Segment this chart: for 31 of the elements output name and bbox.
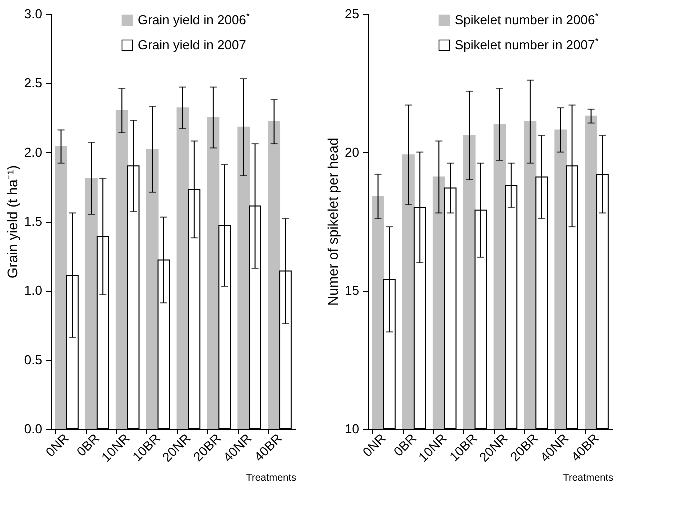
bar: [55, 146, 68, 430]
y-tick-label: 15: [345, 283, 360, 298]
legend-label: Grain yield in 2007: [138, 38, 246, 52]
bar: [116, 110, 128, 430]
x-axis-title: Treatments: [246, 472, 296, 484]
y-tick-label: 1.5: [24, 214, 42, 229]
y-tick-label: 0.0: [24, 422, 42, 436]
y-tick-label: 2.0: [24, 144, 42, 160]
x-tick-label: 0BR: [390, 430, 420, 460]
legend-label: Spikelet number in 2007$^{*}$: [455, 36, 600, 52]
y-tick-label: 1.0: [24, 283, 42, 298]
x-tick-label: 0NR: [42, 430, 72, 460]
bar: [238, 126, 250, 430]
y-axis-title: Numer of spikelet per head: [325, 138, 342, 306]
y-tick-label: 0.5: [24, 352, 42, 368]
y-tick-label: 3.0: [24, 6, 42, 22]
bar: [86, 178, 98, 430]
y-tick-label: 25: [345, 6, 360, 22]
bar: [146, 149, 159, 430]
bar: [176, 108, 190, 430]
legend-label: Grain yield in 2006$^{*}$: [138, 12, 250, 28]
y-tick-label: 20: [345, 144, 360, 160]
y-axis-title: Grain yield (t ha⁻¹): [4, 165, 20, 279]
x-axis-title: Treatments: [563, 472, 614, 484]
bar: [268, 121, 281, 430]
x-tick-label: 0BR: [74, 430, 102, 460]
y-tick-label: 10: [345, 422, 360, 436]
bar: [207, 117, 220, 430]
legend-label: Spikelet number in 2006$^{*}$: [455, 12, 600, 28]
y-tick-label: 2.5: [24, 76, 42, 91]
x-tick-label: 0NR: [360, 430, 389, 460]
